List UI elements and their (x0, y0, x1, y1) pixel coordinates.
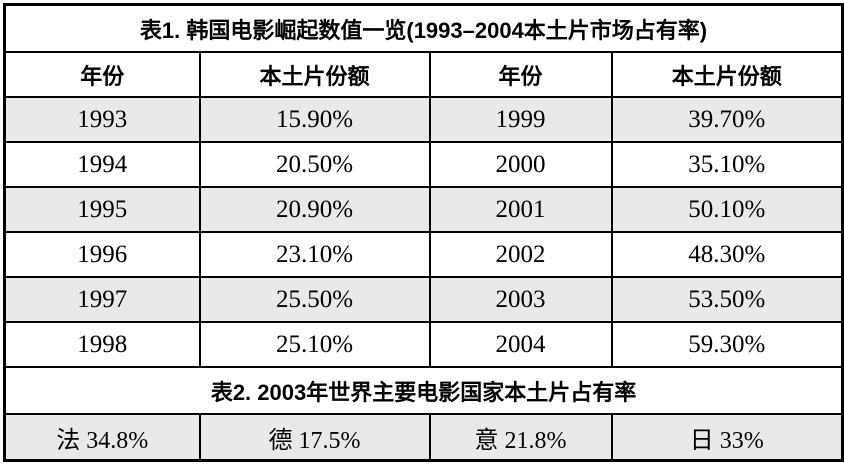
year-cell: 2000 (428, 141, 613, 188)
year-cell: 1999 (428, 96, 613, 143)
table-row: 1997 25.50% 2003 53.50% (3, 276, 844, 323)
share-cell: 25.10% (198, 321, 431, 368)
share-cell: 59.30% (610, 321, 844, 368)
country-share-row: 法 34.8% 德 17.5% 意 21.8% 日 33% (3, 413, 844, 462)
year-cell: 1994 (3, 141, 201, 188)
table-row: 1998 25.10% 2004 59.30% (3, 321, 844, 368)
year-cell: 1996 (3, 231, 201, 278)
header-year-left: 年份 (3, 51, 201, 98)
share-cell: 50.10% (610, 186, 844, 233)
header-share-right: 本土片份额 (610, 51, 844, 98)
share-cell: 23.10% (198, 231, 431, 278)
year-cell: 1998 (3, 321, 201, 368)
country-share-cell-japan: 日 33% (610, 413, 844, 462)
share-cell: 35.10% (610, 141, 844, 188)
year-cell: 1993 (3, 96, 201, 143)
table-row: 1995 20.90% 2001 50.10% (3, 186, 844, 233)
country-share-cell-france: 法 34.8% (3, 413, 201, 462)
korean-film-share-table: 表1. 韩国电影崛起数值一览(1993–2004本土片市场占有率) 年份 本土片… (3, 3, 844, 462)
table1-title: 表1. 韩国电影崛起数值一览(1993–2004本土片市场占有率) (3, 3, 844, 53)
share-cell: 20.90% (198, 186, 431, 233)
header-year-right: 年份 (428, 51, 613, 98)
table2-title-row: 表2. 2003年世界主要电影国家本土片占有率 (3, 366, 844, 415)
table2-title: 表2. 2003年世界主要电影国家本土片占有率 (3, 366, 844, 415)
share-cell: 15.90% (198, 96, 431, 143)
table-row: 1993 15.90% 1999 39.70% (3, 96, 844, 143)
country-share-cell-germany: 德 17.5% (198, 413, 431, 462)
share-cell: 53.50% (610, 276, 844, 323)
share-cell: 25.50% (198, 276, 431, 323)
table-row: 1996 23.10% 2002 48.30% (3, 231, 844, 278)
share-cell: 20.50% (198, 141, 431, 188)
year-cell: 1995 (3, 186, 201, 233)
share-cell: 39.70% (610, 96, 844, 143)
table-row: 1994 20.50% 2000 35.10% (3, 141, 844, 188)
header-share-left: 本土片份额 (198, 51, 431, 98)
table1-header-row: 年份 本土片份额 年份 本土片份额 (3, 51, 844, 98)
year-cell: 2002 (428, 231, 613, 278)
share-cell: 48.30% (610, 231, 844, 278)
year-cell: 2003 (428, 276, 613, 323)
year-cell: 1997 (3, 276, 201, 323)
table1-title-row: 表1. 韩国电影崛起数值一览(1993–2004本土片市场占有率) (3, 3, 844, 53)
year-cell: 2004 (428, 321, 613, 368)
country-share-cell-italy: 意 21.8% (428, 413, 613, 462)
year-cell: 2001 (428, 186, 613, 233)
